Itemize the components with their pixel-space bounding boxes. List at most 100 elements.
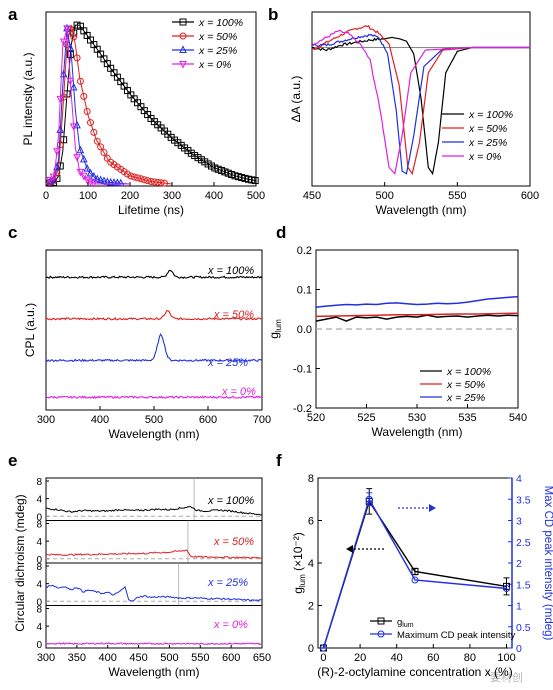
panel-a-legend-label: x = 0%	[198, 59, 231, 71]
panel-a-point	[97, 143, 105, 151]
panel-c-series-line	[45, 269, 263, 279]
panel-a-point	[69, 82, 78, 91]
panel-d-series-line	[315, 314, 519, 322]
panel-a-legend-marker	[179, 45, 187, 53]
panel-a-point	[251, 177, 259, 185]
panel-a-point	[134, 174, 142, 182]
panel-a-xlabel: Lifetime (ns)	[118, 203, 184, 217]
panel-a-point	[46, 176, 55, 185]
panel-d-xtick-label: 520	[307, 412, 325, 424]
panel-e-series-line	[45, 584, 263, 602]
panel-f-xtick-label: 100	[497, 652, 515, 664]
panel-a-point	[49, 173, 58, 182]
panel-f-legend-marker	[377, 617, 385, 625]
panel-d-ylabel: glum	[267, 319, 283, 339]
panel-label-c: c	[8, 223, 17, 242]
panel-a-legend-label: x = 50%	[198, 31, 237, 43]
panel-a-xtick-label: 300	[163, 190, 181, 202]
panel-b-legend-label: x = 0%	[468, 151, 501, 163]
panel-a-point	[79, 154, 88, 163]
panel-e-xtick-label: 400	[99, 652, 117, 664]
panel-d-ytick-label: -0.1	[293, 364, 312, 376]
panel-e-ytick-label: 0	[36, 597, 42, 608]
panel-e-ytick-label: 8	[36, 562, 42, 573]
panel-f-point	[319, 644, 327, 652]
panel-d-ytick-label: -0.2	[293, 403, 312, 415]
panel-a-legend-label: x = 100%	[198, 17, 243, 29]
panel-f-point	[503, 582, 511, 590]
panel-f-ylabel-left: glum (×10⁻²)	[291, 532, 307, 594]
panel-a-series	[45, 21, 259, 187]
panel-a-point	[73, 154, 81, 162]
panel-c-xtick-label: 500	[145, 414, 163, 426]
panel-e-xtick-label: 300	[37, 652, 55, 664]
panel-d-xtick-label: 540	[509, 412, 527, 424]
panel-a-point	[59, 38, 68, 47]
panel-a-point	[93, 137, 101, 145]
panel-d-series-line	[315, 312, 519, 318]
panel-e-xtick-label: 650	[253, 652, 271, 664]
panel-f-ytick-label: 0	[308, 643, 314, 655]
panel-a-point	[87, 119, 95, 127]
panel-a-point	[147, 178, 155, 186]
panel-e-xlabel: Wavelength (nm)	[109, 665, 200, 679]
panel-f-ytick-label: 4	[308, 558, 314, 570]
panel-e-series-line	[45, 505, 263, 516]
panel-label-d: d	[276, 223, 286, 242]
c-label-25: x = 25%	[207, 357, 248, 369]
panel-a-point	[90, 180, 98, 188]
panel-a-point	[79, 172, 88, 181]
panel-c-xtick-label: 600	[199, 414, 217, 426]
panel-a-point	[83, 107, 91, 115]
panel-b-series-line	[311, 29, 530, 176]
panel-a-series	[45, 25, 130, 188]
panel-f-point	[411, 568, 419, 575]
e-label-50: x = 50%	[213, 536, 254, 548]
panel-f-ytick-right-label: 3	[516, 516, 522, 528]
panel-f-legend-label: Maximum CD peak intensity	[397, 630, 516, 641]
panel-c-series-line	[45, 395, 263, 400]
panel-b-xtick-label: 550	[448, 190, 466, 202]
panel-f-arrowhead-right	[429, 504, 436, 512]
panel-a-frame	[45, 11, 257, 187]
panel-e-ylabel: Circular dichroism (mdeg)	[13, 494, 27, 631]
panel-e-ytick-label: 8	[36, 520, 42, 531]
c-label-100: x = 100%	[207, 265, 254, 277]
panel-a-point	[73, 54, 81, 62]
panel-f-legend-label: glum	[397, 617, 414, 629]
panel-e-xtick-label: 350	[68, 652, 86, 664]
panel-f-ytick-right-label: 1.5	[516, 579, 531, 591]
panel-f-point	[503, 585, 511, 592]
panel-c-series-line	[45, 333, 263, 363]
panel-a-series	[45, 24, 173, 187]
panel-a-point	[100, 149, 108, 157]
panel-a-point	[103, 154, 111, 162]
panel-f-ytick-right-label: 3.5	[516, 494, 531, 506]
panel-a-point	[96, 175, 105, 184]
panel-a-legend-marker	[179, 18, 187, 26]
panel-b-legend-label: x = 100%	[468, 109, 513, 121]
panel-f-ylabel-right: Max CD peak intensity (mdeg)	[542, 486, 553, 641]
panel-f-xtick-label: 0	[320, 652, 326, 664]
panel-b-legend-label: x = 50%	[468, 123, 507, 135]
panel-f-ytick-right-label: 0	[516, 643, 522, 655]
panel-f-arrowhead-left	[346, 545, 353, 553]
panel-a-point	[83, 176, 91, 185]
panel-a-point	[66, 43, 75, 52]
panel-a-point	[80, 92, 88, 100]
panel-a-xtick-label: 400	[205, 190, 223, 202]
panel-b-ylabel: ΔA (a.u.)	[289, 76, 303, 123]
panel-d-xlabel: Wavelength (nm)	[372, 425, 463, 439]
panel-a-point	[160, 179, 168, 187]
panel-a-xtick-label: 500	[247, 190, 265, 202]
panel-a-point	[59, 69, 68, 78]
panel-d-legend-label: x = 100%	[446, 366, 491, 378]
panel-label-e: e	[8, 451, 17, 470]
panel-f-ytick-right-label: 2.5	[516, 537, 531, 549]
panel-c-xtick-label: 300	[37, 414, 55, 426]
panel-e-ytick-label: 0	[36, 640, 42, 651]
panel-e-series-line	[45, 642, 263, 646]
panel-e-ytick-label: 4	[36, 580, 42, 591]
panel-e-ytick-label: 4	[36, 622, 42, 633]
